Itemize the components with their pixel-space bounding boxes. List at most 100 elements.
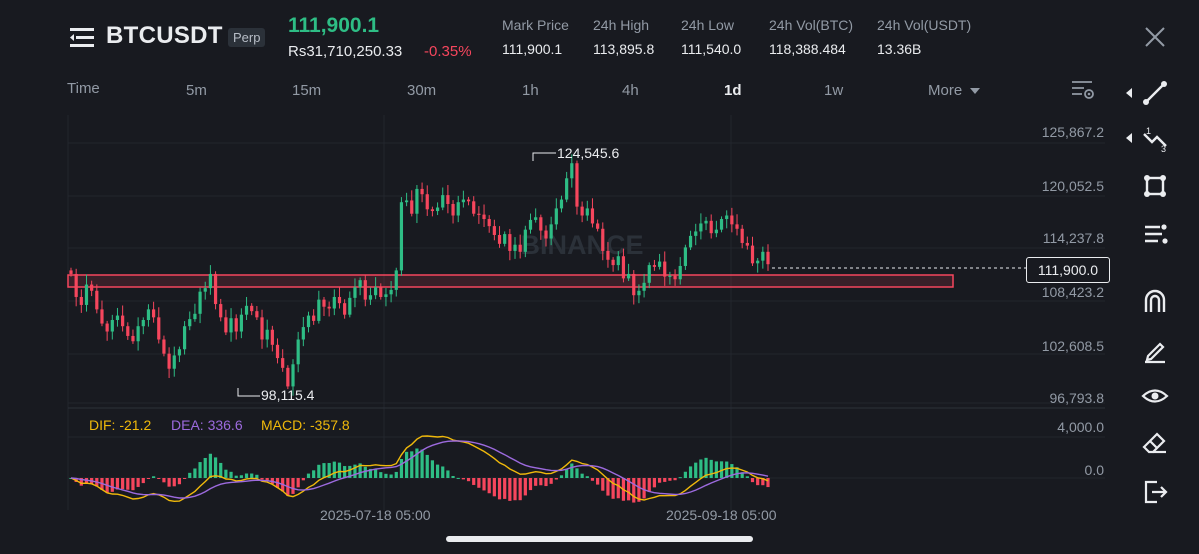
candle-body [673,275,677,280]
macd-histogram-bar [410,451,414,478]
close-icon[interactable] [1144,26,1166,48]
macd-histogram-bar [487,478,491,494]
tab-1w[interactable]: 1w [824,82,844,99]
candle-body [136,326,140,342]
candle-body [312,315,316,321]
candle-body [286,367,290,387]
candle-body [554,208,558,225]
macd-histogram-bar [203,457,207,478]
tab-5m[interactable]: 5m [186,82,207,99]
candle-body [394,270,398,290]
tab-15m[interactable]: 15m [292,82,322,99]
candle-body [590,208,595,224]
macd-histogram-bar [461,478,465,480]
fiat-price: Rs31,710,250.33 [288,43,403,60]
macd-histogram-bar [435,464,440,478]
macd-histogram-bar [374,469,378,478]
candle-body [188,319,192,327]
macd-histogram-bar [182,478,187,479]
magnet-icon[interactable] [1140,286,1170,316]
price-axis-label: 125,867.2 [1041,124,1104,140]
macd-histogram-bar [570,463,574,478]
macd-histogram-bar [162,478,166,483]
candle-body [152,309,156,318]
macd-histogram-bar [673,478,677,481]
candle-body [301,327,305,340]
symbol-title[interactable]: BTCUSDT [106,22,223,49]
macd-dif-label: DIF: -21.2 [89,417,152,433]
chevron-down-icon [970,88,981,95]
candle-body [487,219,491,227]
candle-body [74,273,78,297]
candle-body [275,344,280,359]
macd-histogram-bar [84,478,89,485]
candle-body [523,229,527,252]
shape-tool-icon[interactable] [1140,171,1170,201]
macd-histogram-bar [327,462,331,478]
tab-4h[interactable]: 4h [622,82,639,99]
macd-histogram-bar [750,478,755,483]
tab-1h[interactable]: 1h [522,82,539,99]
candle-body [761,251,765,261]
macd-histogram-bar [528,478,533,491]
price-axis-label: 108,423.2 [1041,284,1104,300]
macd-histogram-bar [585,476,589,478]
candle-body [611,259,615,266]
candle-body [415,188,419,214]
chart-grid [67,115,1105,510]
macd-histogram-bar [198,462,202,478]
eraser-icon[interactable] [1140,428,1170,458]
exit-icon[interactable] [1140,477,1170,507]
macd-histogram-bar [430,460,435,478]
macd-histogram-bar [766,478,770,488]
macd-histogram-bar [296,478,300,488]
candle-body [270,329,274,345]
eye-icon[interactable] [1140,381,1170,411]
current-price-tag: 111,900.0 [1026,257,1110,283]
macd-panel [69,435,770,503]
macd-histogram-bar [539,478,543,486]
candle-body [234,318,238,332]
macd-histogram-bar [425,454,429,478]
candle-body [482,214,486,220]
trend-line-icon[interactable] [1140,78,1170,108]
candle-body [508,234,512,251]
tab-1d[interactable]: 1d [724,82,742,99]
high-annotation: 124,545.6 [557,145,620,161]
indicator-list-icon[interactable] [1140,219,1170,249]
candle-body [126,326,130,336]
macd-histogram-bar [291,478,295,494]
home-indicator[interactable] [446,536,753,542]
candle-body [497,234,502,244]
tab-more[interactable]: More [928,82,981,99]
contract-type-badge: Perp [228,28,266,47]
candle-body [332,296,336,309]
macd-histogram-bar [306,473,311,478]
candle-body [384,294,388,297]
macd-histogram-bar [146,478,151,479]
macd-histogram-bar [358,463,362,478]
candle-body [652,265,657,267]
macd-histogram-bar [363,466,367,478]
macd-histogram-bar [379,472,383,478]
candle-body [229,318,233,333]
macd-histogram-bar [719,461,724,478]
candle-body [337,296,342,304]
candle-body [539,217,543,231]
candle-body [343,303,347,315]
candle-body [410,200,414,214]
pencil-icon[interactable] [1140,334,1170,364]
candle-body [399,202,404,271]
macd-histogram-bar [404,451,409,478]
macd-histogram-bar [250,473,254,478]
chart-settings-icon[interactable] [1071,80,1095,100]
menu-icon[interactable] [70,26,96,48]
tab-30m[interactable]: 30m [407,82,437,99]
support-zone-box [67,274,954,288]
macd-histogram-bar [420,449,424,478]
macd-histogram-bar [616,478,620,499]
tab-time[interactable]: Time [67,80,100,97]
macd-histogram-bar [332,461,336,478]
